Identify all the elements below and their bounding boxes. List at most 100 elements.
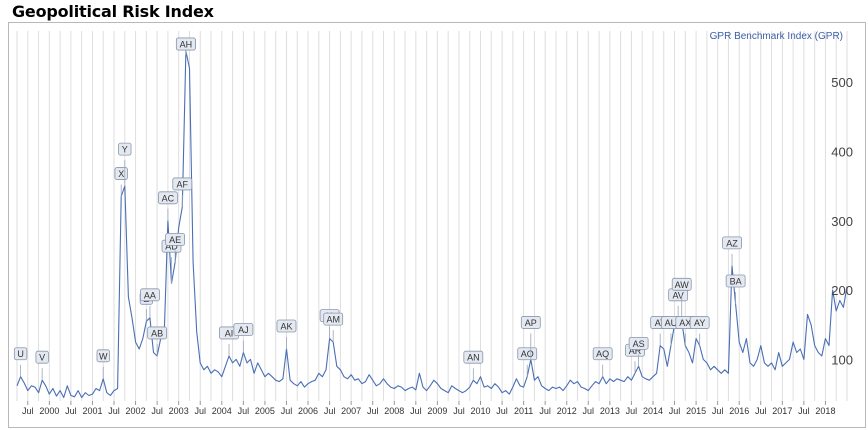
- series-layer: [16, 50, 848, 399]
- annotation-flag-label: AK: [280, 322, 292, 332]
- annotation-flag[interactable]: AQ: [592, 347, 613, 377]
- annotation-flag[interactable]: AE: [165, 232, 185, 263]
- x-tick-label: Jul: [65, 406, 77, 416]
- x-tick-label: 2007: [341, 406, 361, 416]
- annotation-flag-box: [118, 142, 132, 156]
- flag-layer: UVWXYZAAABACADAEAFAGAHAIAJAKALAMANAOAPAQ…: [13, 37, 746, 381]
- x-tick-label: Jul: [238, 406, 250, 416]
- y-tick-label: 400: [831, 144, 853, 159]
- annotation-flag-box: [722, 236, 742, 250]
- annotation-flag-box: [233, 323, 254, 336]
- annotation-flag[interactable]: AY: [689, 316, 710, 346]
- annotation-flag-box: [592, 347, 613, 361]
- annotation-flag-box: [114, 167, 128, 180]
- x-tick-label: Jul: [798, 406, 810, 416]
- x-tick-label: 2016: [729, 406, 749, 416]
- x-tick-label: Jul: [539, 406, 551, 416]
- annotation-flag-label: AB: [151, 328, 163, 338]
- annotation-flag-label: AJ: [238, 325, 249, 335]
- x-tick-label: 2009: [427, 406, 447, 416]
- x-tick-label: Jul: [496, 406, 508, 416]
- annotation-flag[interactable]: V: [35, 350, 49, 381]
- annotation-flag-label: AP: [525, 318, 537, 328]
- x-tick-label: Jul: [324, 406, 336, 416]
- x-tick-label: Jul: [453, 406, 465, 416]
- annotation-flag[interactable]: AF: [172, 177, 193, 207]
- annotation-flag[interactable]: AJ: [233, 323, 254, 353]
- annotation-flag-label: AO: [521, 349, 534, 359]
- annotation-flag[interactable]: AZ: [722, 236, 742, 266]
- annotation-flag[interactable]: AA: [140, 288, 160, 318]
- x-tick-label: 2011: [514, 406, 533, 416]
- annotation-flag[interactable]: X: [114, 167, 128, 197]
- x-tick-label: 2000: [39, 406, 59, 416]
- annotation-flag-label: AU: [665, 318, 678, 328]
- annotation-flag-label: AD: [165, 242, 178, 252]
- legend-series-label[interactable]: GPR Benchmark Index (GPR): [710, 31, 843, 42]
- annotation-flag-box: [323, 312, 344, 326]
- annotation-flag-label: BA: [730, 276, 742, 286]
- annotation-flag[interactable]: Y: [118, 142, 132, 187]
- x-tick-label: 2014: [643, 406, 663, 416]
- annotation-flag-label: AT: [655, 318, 666, 328]
- x-tick-label: 2003: [169, 406, 189, 416]
- x-tick-label: Jul: [281, 406, 293, 416]
- annotation-flag-label: AR: [629, 346, 642, 356]
- x-tick-label: 2013: [600, 406, 620, 416]
- annotation-flag[interactable]: AH: [175, 37, 196, 55]
- annotation-flag-label: Y: [122, 145, 128, 155]
- x-tick-label: Jul: [367, 406, 379, 416]
- annotation-flag[interactable]: AS: [628, 336, 649, 367]
- annotation-flag-label: U: [17, 349, 24, 359]
- x-tick-label: 2012: [557, 406, 577, 416]
- annotation-flag-box: [96, 349, 110, 363]
- annotation-flag-label: AN: [467, 353, 480, 363]
- chart-frame: UVWXYZAAABACADAEAFAGAHAIAJAKALAMANAOAPAQ…: [8, 22, 866, 428]
- annotation-flag-box: [140, 288, 160, 302]
- annotation-flag-label: AS: [633, 339, 645, 349]
- annotation-flag-label: V: [39, 353, 45, 363]
- annotation-flag-label: AI: [225, 328, 234, 338]
- annotation-flag-box: [520, 316, 541, 329]
- grid-layer: [16, 31, 848, 401]
- x-tick-label: Jul: [151, 406, 163, 416]
- annotation-flag-box: [628, 336, 649, 350]
- annotation-flag-label: X: [118, 169, 124, 179]
- x-tick-label: 2004: [212, 406, 232, 416]
- annotation-flag[interactable]: AC: [158, 191, 178, 221]
- x-tick-label: Jul: [22, 406, 34, 416]
- x-tick-label: Jul: [194, 406, 206, 416]
- series-line-gpr[interactable]: [16, 50, 848, 399]
- annotation-flag-label: AZ: [726, 238, 738, 248]
- annotation-flag[interactable]: W: [96, 349, 110, 379]
- annotation-flag-label: AE: [169, 235, 181, 245]
- annotation-flag[interactable]: AO: [517, 347, 538, 377]
- annotation-flag-label: AX: [679, 318, 691, 328]
- annotation-flag-box: [689, 316, 710, 329]
- annotation-flag-box: [463, 350, 484, 364]
- x-tick-label: 2018: [815, 406, 835, 416]
- annotation-flag[interactable]: U: [13, 347, 28, 377]
- annotation-flag[interactable]: AD: [161, 239, 182, 284]
- x-tick-label: 2017: [772, 406, 792, 416]
- x-tick-label: Jul: [755, 406, 767, 416]
- annotation-flag-label: AF: [177, 179, 189, 189]
- annotation-flag-box: [35, 350, 49, 364]
- annotation-flag[interactable]: AM: [323, 312, 344, 343]
- annotation-flag[interactable]: BA: [725, 274, 746, 304]
- y-tick-label: 300: [831, 214, 853, 229]
- annotation-flag[interactable]: AK: [276, 319, 297, 350]
- x-tick-label: 2002: [126, 406, 146, 416]
- annotation-flag-box: [671, 277, 692, 291]
- x-tick-label: Jul: [626, 406, 638, 416]
- annotation-flag[interactable]: AV: [668, 288, 689, 318]
- annotation-flag-label: AQ: [596, 349, 609, 359]
- annotation-flag[interactable]: AN: [463, 350, 484, 381]
- annotation-flag[interactable]: AP: [520, 316, 541, 360]
- annotation-flag-label: AA: [144, 290, 156, 300]
- y-tick-label: 100: [831, 352, 853, 367]
- annotation-flag[interactable]: AB: [147, 326, 168, 356]
- annotation-flag-label: AC: [162, 193, 175, 203]
- annotation-flag-label: AW: [675, 280, 690, 290]
- annotation-flag-box: [172, 177, 193, 191]
